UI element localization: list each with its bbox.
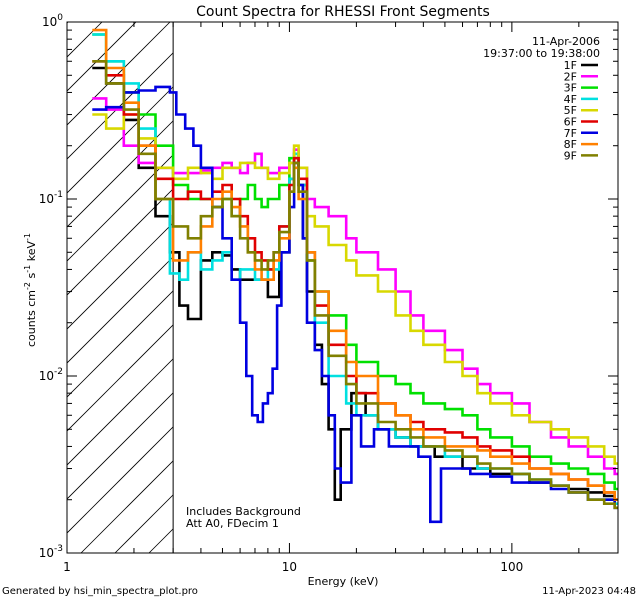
y-tick-label: 100 bbox=[42, 13, 63, 29]
annotation-background: Includes Background bbox=[186, 505, 301, 518]
legend-label-7f: 7F bbox=[564, 127, 577, 140]
x-tick-labels: 1 10 100 bbox=[63, 560, 523, 574]
y-tick-label: 10-2 bbox=[39, 367, 63, 383]
y-tick-label: 10-1 bbox=[39, 190, 63, 206]
legend-label-3f: 3F bbox=[564, 82, 577, 95]
legend-label-4f: 4F bbox=[564, 93, 577, 106]
series-line-6f bbox=[92, 60, 618, 501]
y-tick-base: 10 bbox=[42, 15, 57, 29]
y-label-text: counts cm bbox=[25, 290, 38, 347]
x-tick-label: 10 bbox=[282, 560, 297, 574]
x-tick-label: 1 bbox=[63, 560, 71, 574]
series-line-5f bbox=[92, 113, 618, 465]
y-label-exponent: -1 bbox=[23, 233, 32, 241]
annotation-attenuator: Att A0, FDecim 1 bbox=[186, 517, 279, 530]
y-tick-base: 10 bbox=[39, 369, 54, 383]
hatch-line bbox=[67, 22, 69, 24]
series-line-9f bbox=[92, 60, 618, 510]
observation-date: 11-Apr-2006 bbox=[532, 35, 600, 48]
y-tick-base: 10 bbox=[39, 546, 54, 560]
y-label-text: keV bbox=[25, 241, 38, 265]
series-line-8f bbox=[92, 28, 618, 501]
x-axis-label: Energy (keV) bbox=[308, 575, 379, 588]
legend-label-6f: 6F bbox=[564, 116, 577, 129]
hatch-line bbox=[67, 22, 171, 126]
hatched-region bbox=[67, 22, 618, 553]
y-axis-label: counts cm-2 s-1 keV-1 bbox=[23, 233, 38, 347]
y-tick-exponent: -1 bbox=[54, 190, 63, 200]
x-tick-label: 100 bbox=[500, 560, 523, 574]
legend-label-9f: 9F bbox=[564, 149, 577, 162]
axis-ticks bbox=[66, 21, 619, 554]
chart-title: Count Spectra for RHESSI Front Segments bbox=[196, 4, 490, 20]
footer-timestamp: 11-Apr-2023 04:48 bbox=[542, 586, 636, 597]
y-label-exponent: -1 bbox=[23, 265, 32, 273]
legend-label-2f: 2F bbox=[564, 70, 577, 83]
hatch-line bbox=[67, 22, 239, 194]
plot-frame bbox=[66, 21, 619, 554]
hatch-line bbox=[67, 22, 137, 92]
time-range: 19:37:00 to 19:38:00 bbox=[483, 47, 600, 60]
hatch-line bbox=[67, 22, 103, 58]
y-tick-label: 10-3 bbox=[39, 544, 63, 560]
y-tick-exponent: -2 bbox=[54, 367, 63, 377]
series-layer bbox=[92, 28, 618, 524]
y-tick-base: 10 bbox=[39, 192, 54, 206]
legend-label-5f: 5F bbox=[564, 104, 577, 117]
y-tick-exponent: -3 bbox=[54, 544, 63, 554]
footer-generator: Generated by hsi_min_spectra_plot.pro bbox=[2, 586, 198, 597]
legend-label-8f: 8F bbox=[564, 138, 577, 151]
y-tick-exponent: 0 bbox=[57, 13, 63, 23]
y-label-exponent: -2 bbox=[23, 282, 32, 290]
y-label-text: s bbox=[25, 272, 38, 281]
legend-label-1f: 1F bbox=[564, 59, 577, 72]
